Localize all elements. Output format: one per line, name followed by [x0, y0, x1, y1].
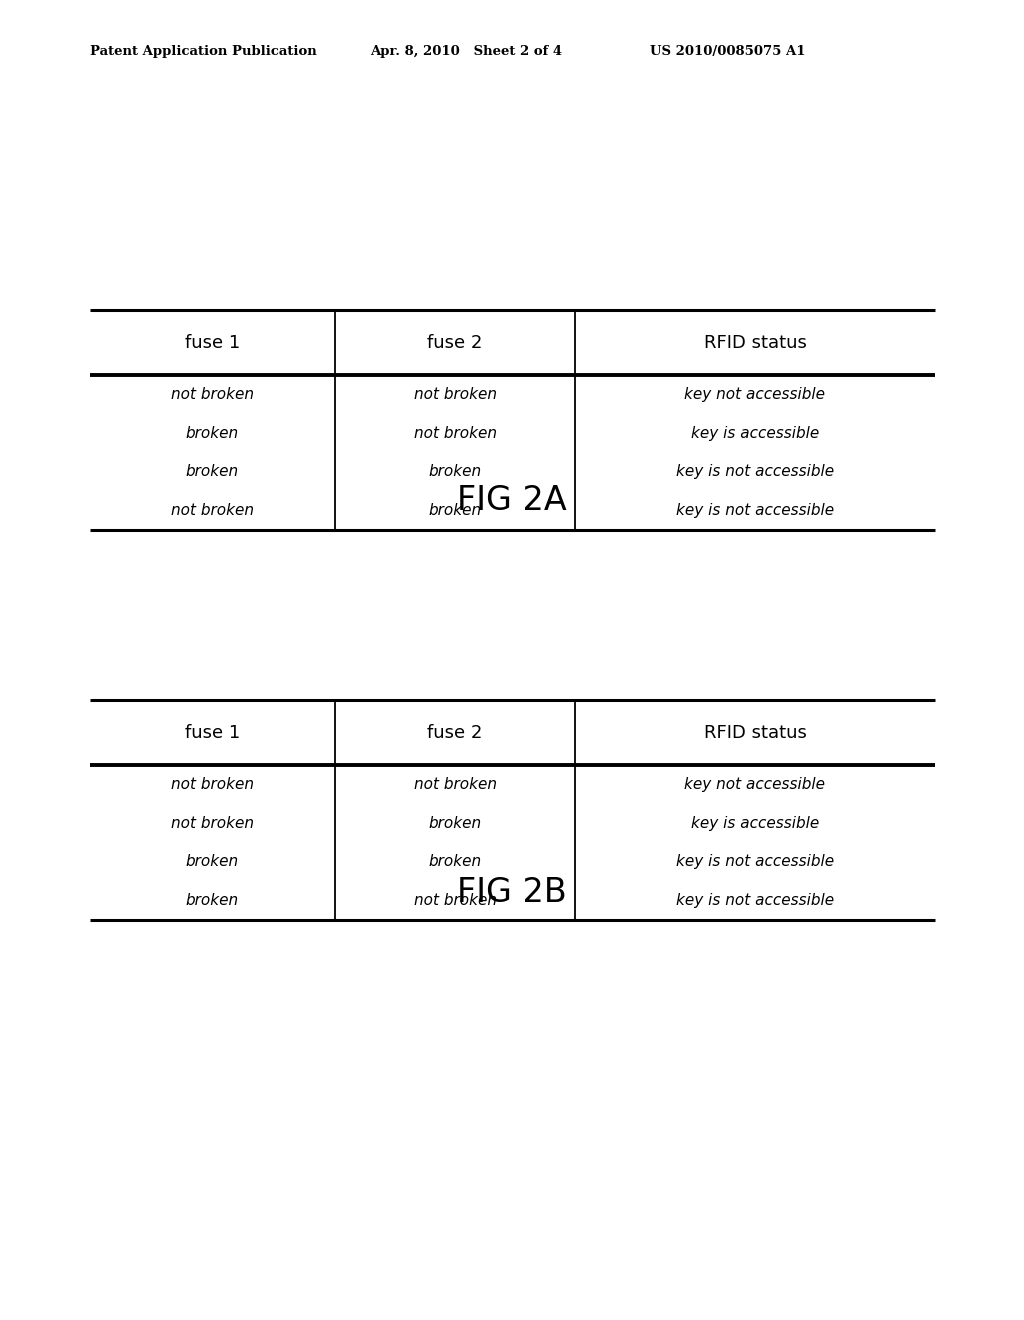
Text: broken: broken — [428, 503, 481, 519]
Text: not broken: not broken — [171, 387, 254, 401]
Text: broken: broken — [186, 894, 239, 908]
Text: key is accessible: key is accessible — [691, 816, 819, 830]
Text: FIG 2B: FIG 2B — [457, 875, 567, 908]
Text: key is not accessible: key is not accessible — [676, 503, 835, 519]
Text: not broken: not broken — [414, 425, 497, 441]
Text: fuse 1: fuse 1 — [185, 723, 240, 742]
Text: US 2010/0085075 A1: US 2010/0085075 A1 — [650, 45, 806, 58]
Text: Apr. 8, 2010   Sheet 2 of 4: Apr. 8, 2010 Sheet 2 of 4 — [370, 45, 562, 58]
Text: key is not accessible: key is not accessible — [676, 894, 835, 908]
Text: not broken: not broken — [171, 777, 254, 792]
Text: RFID status: RFID status — [703, 334, 807, 351]
Text: key is not accessible: key is not accessible — [676, 465, 835, 479]
Text: not broken: not broken — [171, 503, 254, 519]
Text: RFID status: RFID status — [703, 723, 807, 742]
Text: key not accessible: key not accessible — [684, 387, 825, 401]
Text: not broken: not broken — [414, 894, 497, 908]
Text: broken: broken — [186, 465, 239, 479]
Text: not broken: not broken — [414, 777, 497, 792]
Text: fuse 2: fuse 2 — [427, 723, 482, 742]
Text: not broken: not broken — [414, 387, 497, 401]
Text: key is not accessible: key is not accessible — [676, 854, 835, 870]
Text: fuse 2: fuse 2 — [427, 334, 482, 351]
Text: broken: broken — [428, 465, 481, 479]
Text: key is accessible: key is accessible — [691, 425, 819, 441]
Text: not broken: not broken — [171, 816, 254, 830]
Text: broken: broken — [186, 854, 239, 870]
Text: Patent Application Publication: Patent Application Publication — [90, 45, 316, 58]
Text: broken: broken — [428, 816, 481, 830]
Text: broken: broken — [186, 425, 239, 441]
Text: key not accessible: key not accessible — [684, 777, 825, 792]
Text: broken: broken — [428, 854, 481, 870]
Text: fuse 1: fuse 1 — [185, 334, 240, 351]
Text: FIG 2A: FIG 2A — [457, 483, 567, 516]
